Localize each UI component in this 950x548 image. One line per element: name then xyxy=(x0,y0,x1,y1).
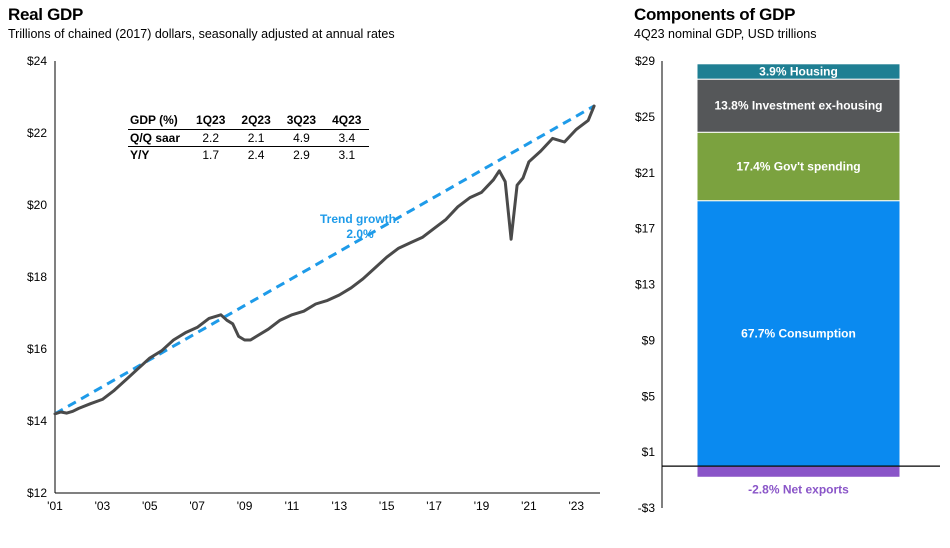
table-header-cell: 2Q23 xyxy=(233,112,279,130)
x-tick-label: '05 xyxy=(142,499,158,513)
y-tick-label: -$3 xyxy=(638,501,656,515)
table-cell: 4.9 xyxy=(278,129,325,147)
table-cell: 2.9 xyxy=(293,148,310,162)
y-tick-label: $25 xyxy=(635,110,655,124)
real-gdp-plot: $12 $14 $16 $18 $20 $22 $24 '01 '03 '05 '07 '09 '11 '… xyxy=(27,54,600,513)
segment-label-investment-ex-housing: 13.8% Investment ex-housing xyxy=(714,99,882,113)
left-chart-title: Real GDP xyxy=(8,5,84,24)
x-tick-label: '07 xyxy=(189,499,205,513)
trend-label-line2: 2.0% xyxy=(346,227,374,241)
table-cell: 2.1 xyxy=(233,129,279,147)
x-tick-label: '21 xyxy=(521,499,537,513)
x-tick-label: '09 xyxy=(237,499,253,513)
y-tick-label: $14 xyxy=(27,414,47,428)
table-cell: 2.4 xyxy=(247,148,265,162)
segment-label-gov-t-spending: 17.4% Gov't spending xyxy=(736,159,860,173)
table-cell: 2.2 xyxy=(188,129,234,147)
y-tick-label: $5 xyxy=(642,389,656,403)
components-plot: -$3 $1 $5 $9 $13 $17 $21 $25 $29 -2.8% Net export… xyxy=(635,54,940,515)
right-chart-title: Components of GDP xyxy=(634,5,796,24)
table-cell: 3.4 xyxy=(324,129,370,147)
table-header-cell: 1Q23 xyxy=(188,112,234,130)
x-tick-label: '19 xyxy=(474,499,490,513)
y-tick-label: $1 xyxy=(642,445,656,459)
table-header-cell: 3Q23 xyxy=(278,112,325,130)
x-tick-label: '13 xyxy=(332,499,348,513)
y-tick-label: $16 xyxy=(27,342,47,356)
y-tick-label: $12 xyxy=(27,486,47,500)
segment-gov-t-spending xyxy=(696,131,901,202)
gdp-growth-table: GDP (%) 1Q23 2Q23 3Q23 4Q23 Q/Q saar 2.2… xyxy=(128,112,370,164)
left-chart-subtitle: Trillions of chained (2017) dollars, sea… xyxy=(8,27,395,41)
x-tick-label: '11 xyxy=(285,499,300,513)
x-tick-label: '15 xyxy=(379,499,395,513)
y-tick-label: $18 xyxy=(27,270,47,284)
segment-label-net-exports: -2.8% Net exports xyxy=(748,482,849,496)
x-tick-label: '23 xyxy=(568,499,584,513)
y-tick-label: $29 xyxy=(635,54,655,68)
y-tick-label: $9 xyxy=(642,333,656,347)
y-tick-label: $13 xyxy=(635,278,655,292)
table-cell: 1.7 xyxy=(202,148,220,162)
table-cell: 3.1 xyxy=(338,148,356,162)
real-gdp-line xyxy=(53,104,596,416)
y-tick-label: $22 xyxy=(27,126,47,140)
y-tick-label: $21 xyxy=(635,166,655,180)
table-row-label: Q/Q saar xyxy=(128,129,189,147)
segment-housing xyxy=(696,63,901,80)
table-header-cell: 4Q23 xyxy=(324,112,370,130)
y-tick-label: $20 xyxy=(27,198,47,212)
segment-net-exports xyxy=(696,465,901,478)
table-row: Y/Y 1.7 2.4 2.9 3.1 xyxy=(128,147,369,164)
x-tick-label: '03 xyxy=(95,499,111,513)
x-tick-label: '17 xyxy=(426,499,442,513)
x-tick-label: '01 xyxy=(47,499,63,513)
table-row: Q/Q saar 2.2 2.1 4.9 3.4 xyxy=(128,129,370,147)
segment-label-housing: 3.9% Housing xyxy=(759,64,838,78)
right-chart-subtitle: 4Q23 nominal GDP, USD trillions xyxy=(634,27,817,41)
segment-label-consumption: 67.7% Consumption xyxy=(741,326,856,340)
y-tick-label: $24 xyxy=(27,54,47,68)
y-tick-label: $17 xyxy=(635,222,655,236)
table-row-label: Y/Y xyxy=(130,148,150,162)
segment-investment-ex-housing xyxy=(696,78,901,133)
segment-consumption xyxy=(696,200,901,467)
table-header-cell: GDP (%) xyxy=(128,112,189,130)
trend-label-line1: Trend growth: xyxy=(320,212,400,226)
table-header-row: GDP (%) 1Q23 2Q23 3Q23 4Q23 xyxy=(128,112,370,130)
trend-growth-line xyxy=(54,104,595,416)
